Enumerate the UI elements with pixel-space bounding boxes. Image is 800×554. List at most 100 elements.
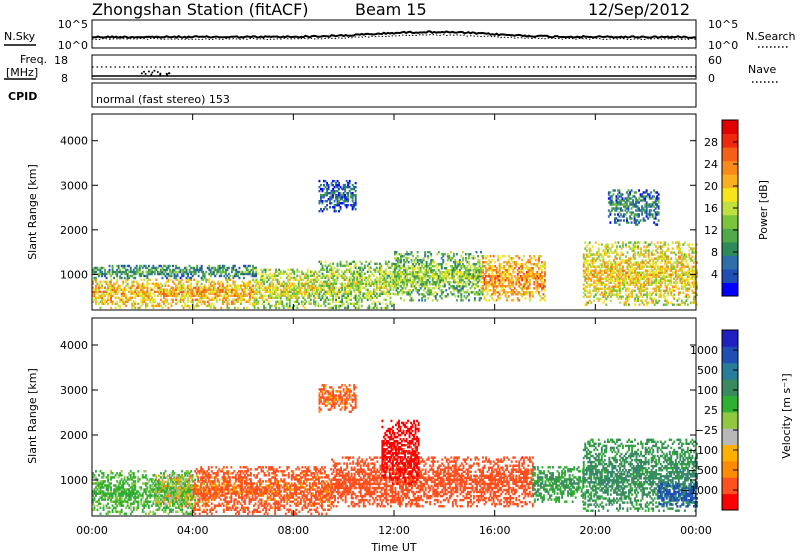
heatmap-cell bbox=[443, 281, 446, 284]
heatmap-cell bbox=[522, 285, 525, 288]
heatmap-cell bbox=[621, 193, 624, 196]
heatmap-cell bbox=[345, 262, 348, 265]
heatmap-cell bbox=[140, 304, 143, 308]
heatmap-cell bbox=[138, 270, 141, 274]
heatmap-cell bbox=[279, 292, 282, 295]
heatmap-cell bbox=[200, 268, 203, 272]
heatmap-cell bbox=[440, 257, 443, 260]
heatmap-cell bbox=[279, 270, 282, 273]
heatmap-cell bbox=[384, 260, 387, 263]
heatmap-cell bbox=[483, 289, 486, 292]
heatmap-cell bbox=[119, 306, 122, 310]
heatmap-cell bbox=[110, 280, 113, 283]
heatmap-cell bbox=[107, 296, 110, 299]
heatmap-cell bbox=[128, 264, 131, 268]
heatmap-cell bbox=[419, 261, 422, 264]
heatmap-cell bbox=[156, 294, 159, 297]
heatmap-cell bbox=[182, 268, 185, 272]
heatmap-cell bbox=[436, 277, 439, 280]
heatmap-cell bbox=[462, 257, 464, 260]
heatmap-cell bbox=[327, 290, 330, 293]
heatmap-cell bbox=[253, 266, 256, 270]
heatmap-cell bbox=[436, 273, 439, 276]
heatmap-cell bbox=[247, 270, 250, 274]
heatmap-cell bbox=[368, 306, 371, 310]
heatmap-cell bbox=[457, 283, 460, 286]
heatmap-cell bbox=[128, 298, 131, 301]
heatmap-cell bbox=[102, 302, 105, 305]
heatmap-cell bbox=[233, 298, 236, 301]
heatmap-cell bbox=[518, 299, 521, 302]
heatmap-cell bbox=[445, 269, 448, 272]
heatmap-cell bbox=[175, 302, 178, 305]
heatmap-cell bbox=[150, 282, 153, 285]
heatmap-cell bbox=[330, 282, 333, 285]
heatmap-cell bbox=[211, 298, 214, 301]
heatmap-cell bbox=[187, 304, 190, 308]
heatmap-cell bbox=[478, 265, 481, 268]
heatmap-cell bbox=[123, 288, 126, 291]
heatmap-cell bbox=[342, 278, 345, 281]
heatmap-cell bbox=[474, 269, 476, 272]
heatmap-cell bbox=[512, 279, 515, 282]
heatmap-cell bbox=[110, 306, 113, 310]
heatmap-cell bbox=[114, 288, 117, 291]
heatmap-cell bbox=[132, 280, 135, 283]
heatmap-cell bbox=[407, 265, 410, 268]
heatmap-cell bbox=[457, 275, 460, 278]
heatmap-cell bbox=[451, 271, 454, 274]
heatmap-cell bbox=[107, 286, 110, 289]
heatmap-cell bbox=[656, 251, 659, 254]
heatmap-cell bbox=[383, 272, 386, 275]
heatmap-cell bbox=[534, 259, 537, 262]
heatmap-cell bbox=[134, 290, 137, 293]
heatmap-cell bbox=[326, 268, 329, 271]
heatmap-cell bbox=[394, 273, 396, 276]
heatmap-cell bbox=[241, 270, 244, 274]
heatmap-cell bbox=[394, 293, 396, 296]
heatmap-cell bbox=[196, 292, 199, 295]
heatmap-cell bbox=[397, 265, 399, 268]
heatmap-cell bbox=[163, 264, 165, 268]
heatmap-cell bbox=[206, 304, 209, 308]
heatmap-cell bbox=[424, 253, 427, 256]
heatmap-cell bbox=[509, 265, 512, 268]
heatmap-cell bbox=[350, 272, 353, 275]
heatmap-cell bbox=[329, 290, 332, 293]
heatmap-cell bbox=[110, 292, 113, 295]
heatmap-cell bbox=[131, 284, 134, 287]
heatmap-cell bbox=[462, 251, 464, 254]
heatmap-cell bbox=[510, 275, 513, 278]
heatmap-cell bbox=[330, 274, 333, 277]
heatmap-cell bbox=[424, 295, 427, 298]
heatmap-cell bbox=[437, 281, 440, 284]
heatmap-cell bbox=[110, 282, 113, 285]
heatmap-cell bbox=[477, 269, 480, 272]
heatmap-cell bbox=[181, 268, 184, 272]
heatmap-cell bbox=[156, 270, 159, 274]
heatmap-cell bbox=[132, 284, 135, 287]
nsearch-series bbox=[91, 33, 697, 41]
heatmap-cell bbox=[515, 255, 518, 258]
heatmap-cell bbox=[232, 298, 235, 301]
heatmap-cell bbox=[455, 269, 458, 272]
heatmap-cell bbox=[330, 266, 333, 269]
heatmap-cell bbox=[369, 266, 372, 269]
heatmap-cell bbox=[160, 272, 162, 276]
heatmap-cell bbox=[404, 287, 407, 290]
heatmap-cell bbox=[313, 298, 315, 301]
heatmap-cell bbox=[386, 290, 389, 293]
heatmap-cell bbox=[468, 275, 470, 278]
heatmap-cell bbox=[507, 267, 510, 270]
heatmap-cell bbox=[375, 304, 378, 308]
heatmap-cell bbox=[229, 278, 232, 281]
heatmap-cell bbox=[614, 189, 616, 192]
heatmap-cell bbox=[150, 266, 153, 270]
heatmap-cell bbox=[498, 283, 501, 286]
heatmap-cell bbox=[261, 272, 264, 275]
heatmap-cell bbox=[217, 270, 220, 274]
heatmap-cell bbox=[443, 267, 446, 270]
heatmap-cell bbox=[434, 281, 437, 284]
heatmap-cell bbox=[483, 261, 486, 264]
heatmap-cell bbox=[425, 285, 428, 288]
